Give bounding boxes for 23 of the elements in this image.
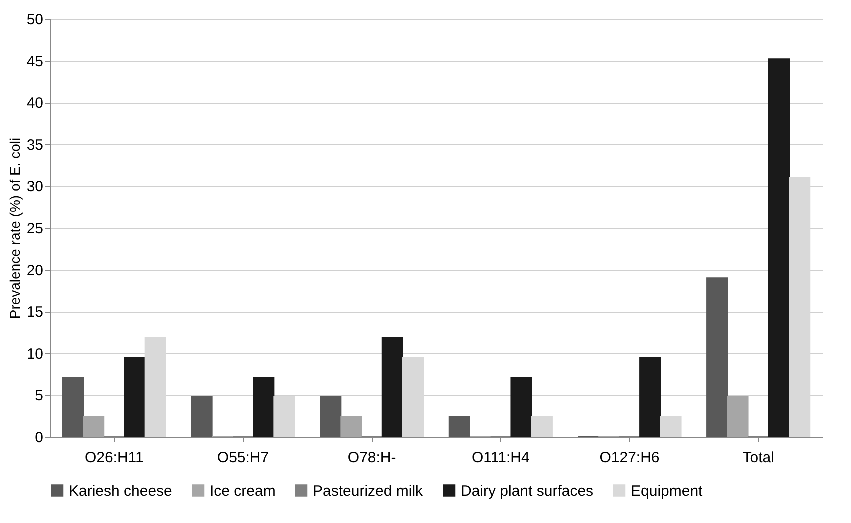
y-tick-label: 20: [26, 262, 44, 280]
y-tick-label: 5: [35, 388, 44, 405]
y-tick-label: 50: [26, 12, 44, 28]
y-axis-title: Prevalence rate (%) of E. coli: [6, 138, 23, 320]
legend-label: Dairy plant surfaces: [461, 482, 594, 500]
y-tick-label: 30: [26, 178, 44, 196]
x-tick-label: O55:H7: [217, 450, 270, 466]
legend-label: Equipment: [631, 482, 704, 500]
x-tick-label: O78:H-: [348, 450, 396, 466]
x-tick-label: O127:H6: [600, 450, 660, 466]
legend-label: Pasteurized milk: [313, 482, 424, 500]
y-tick-label: 35: [26, 136, 44, 154]
y-tick-label: 45: [26, 53, 44, 70]
legend-label: Kariesh cheese: [69, 482, 172, 500]
y-tick-label: 15: [26, 304, 44, 322]
x-tick-label: O26:H11: [84, 450, 144, 466]
x-tick-label: O111:H4: [472, 450, 530, 466]
legend-label: Ice cream: [210, 482, 276, 500]
y-tick-label: 25: [26, 220, 44, 238]
y-tick-label: 40: [26, 95, 44, 112]
x-tick-label: Total: [742, 450, 774, 466]
y-tick-label: 10: [26, 346, 44, 363]
y-tick-label: 0: [35, 430, 44, 446]
